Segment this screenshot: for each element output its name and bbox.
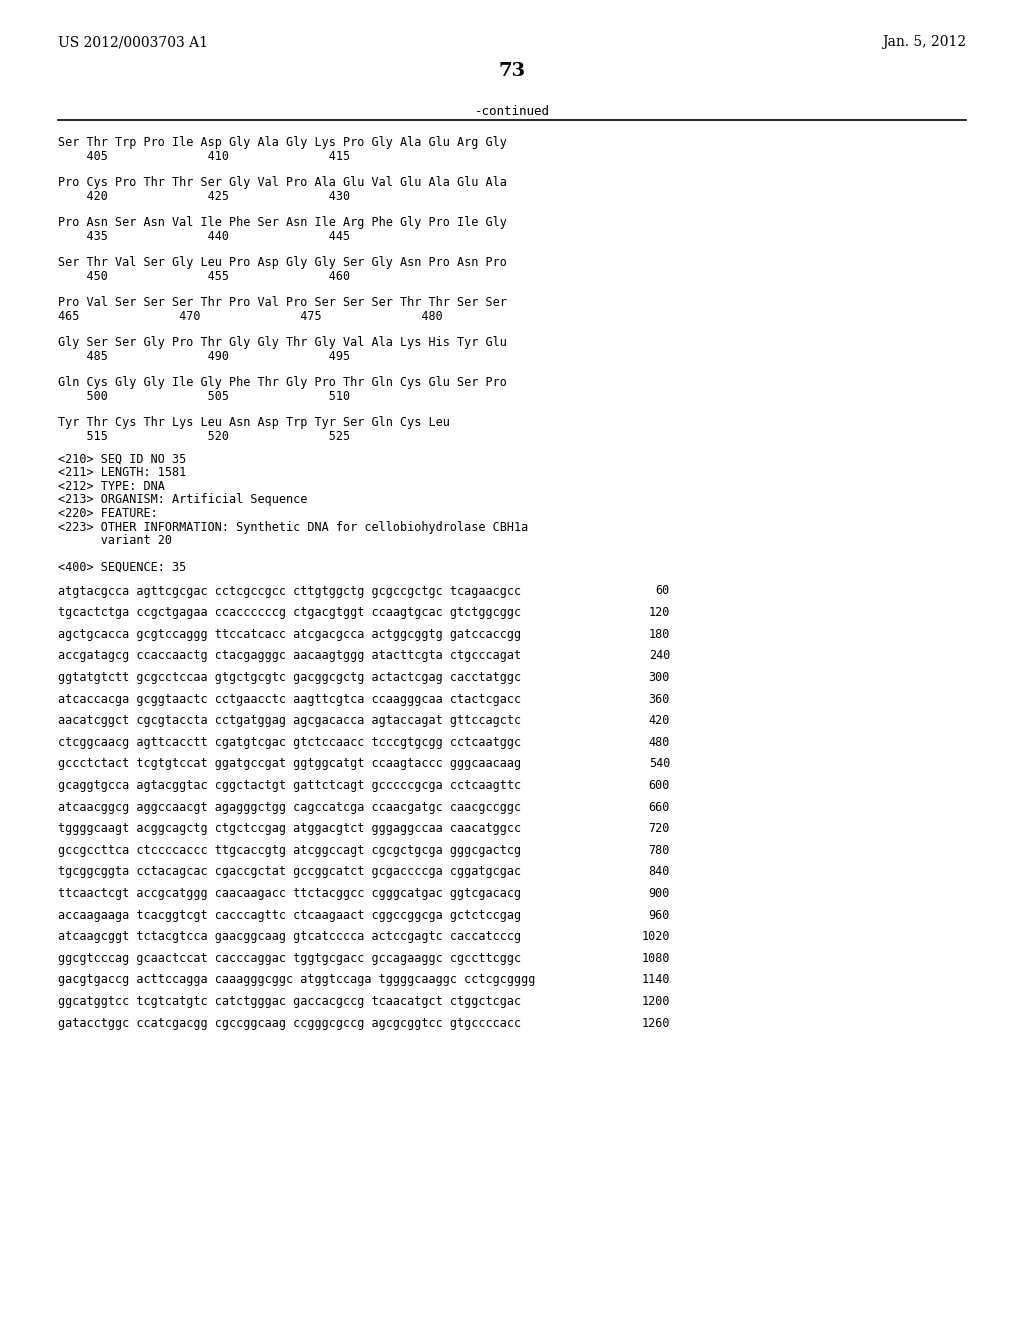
Text: Gly Ser Ser Gly Pro Thr Gly Gly Thr Gly Val Ala Lys His Tyr Glu: Gly Ser Ser Gly Pro Thr Gly Gly Thr Gly … bbox=[58, 337, 507, 348]
Text: 840: 840 bbox=[648, 866, 670, 878]
Text: tgcggcggta cctacagcac cgaccgctat gccggcatct gcgaccccga cggatgcgac: tgcggcggta cctacagcac cgaccgctat gccggca… bbox=[58, 866, 521, 878]
Text: Pro Cys Pro Thr Thr Ser Gly Val Pro Ala Glu Val Glu Ala Glu Ala: Pro Cys Pro Thr Thr Ser Gly Val Pro Ala … bbox=[58, 176, 507, 189]
Text: 180: 180 bbox=[648, 628, 670, 640]
Text: Jan. 5, 2012: Jan. 5, 2012 bbox=[882, 36, 966, 49]
Text: Pro Asn Ser Asn Val Ile Phe Ser Asn Ile Arg Phe Gly Pro Ile Gly: Pro Asn Ser Asn Val Ile Phe Ser Asn Ile … bbox=[58, 216, 507, 228]
Text: gccctctact tcgtgtccat ggatgccgat ggtggcatgt ccaagtaccc gggcaacaag: gccctctact tcgtgtccat ggatgccgat ggtggca… bbox=[58, 758, 521, 771]
Text: gccgccttca ctccccaccc ttgcaccgtg atcggccagt cgcgctgcga gggcgactcg: gccgccttca ctccccaccc ttgcaccgtg atcggcc… bbox=[58, 843, 521, 857]
Text: 360: 360 bbox=[648, 693, 670, 705]
Text: 300: 300 bbox=[648, 671, 670, 684]
Text: 73: 73 bbox=[499, 62, 525, 81]
Text: -continued: -continued bbox=[474, 106, 550, 117]
Text: 435              440              445: 435 440 445 bbox=[58, 230, 350, 243]
Text: <223> OTHER INFORMATION: Synthetic DNA for cellobiohydrolase CBH1a: <223> OTHER INFORMATION: Synthetic DNA f… bbox=[58, 520, 528, 533]
Text: <220> FEATURE:: <220> FEATURE: bbox=[58, 507, 158, 520]
Text: agctgcacca gcgtccaggg ttccatcacc atcgacgcca actggcggtg gatccaccgg: agctgcacca gcgtccaggg ttccatcacc atcgacg… bbox=[58, 628, 521, 640]
Text: <213> ORGANISM: Artificial Sequence: <213> ORGANISM: Artificial Sequence bbox=[58, 494, 307, 507]
Text: 465              470              475              480: 465 470 475 480 bbox=[58, 309, 442, 322]
Text: aacatcggct cgcgtaccta cctgatggag agcgacacca agtaccagat gttccagctc: aacatcggct cgcgtaccta cctgatggag agcgaca… bbox=[58, 714, 521, 727]
Text: 720: 720 bbox=[648, 822, 670, 836]
Text: 960: 960 bbox=[648, 908, 670, 921]
Text: 500              505              510: 500 505 510 bbox=[58, 389, 350, 403]
Text: 900: 900 bbox=[648, 887, 670, 900]
Text: 600: 600 bbox=[648, 779, 670, 792]
Text: ggcgtcccag gcaactccat cacccaggac tggtgcgacc gccagaaggc cgccttcggc: ggcgtcccag gcaactccat cacccaggac tggtgcg… bbox=[58, 952, 521, 965]
Text: 60: 60 bbox=[655, 585, 670, 598]
Text: 405              410              415: 405 410 415 bbox=[58, 149, 350, 162]
Text: ctcggcaacg agttcacctt cgatgtcgac gtctccaacc tcccgtgcgg cctcaatggc: ctcggcaacg agttcacctt cgatgtcgac gtctcca… bbox=[58, 735, 521, 748]
Text: 1260: 1260 bbox=[641, 1016, 670, 1030]
Text: ttcaactcgt accgcatggg caacaagacc ttctacggcc cgggcatgac ggtcgacacg: ttcaactcgt accgcatggg caacaagacc ttctacg… bbox=[58, 887, 521, 900]
Text: US 2012/0003703 A1: US 2012/0003703 A1 bbox=[58, 36, 208, 49]
Text: ggtatgtctt gcgcctccaa gtgctgcgtc gacggcgctg actactcgag cacctatggc: ggtatgtctt gcgcctccaa gtgctgcgtc gacggcg… bbox=[58, 671, 521, 684]
Text: 1020: 1020 bbox=[641, 931, 670, 942]
Text: 240: 240 bbox=[648, 649, 670, 663]
Text: atcaccacga gcggtaactc cctgaacctc aagttcgtca ccaagggcaa ctactcgacc: atcaccacga gcggtaactc cctgaacctc aagttcg… bbox=[58, 693, 521, 705]
Text: 1140: 1140 bbox=[641, 973, 670, 986]
Text: <400> SEQUENCE: 35: <400> SEQUENCE: 35 bbox=[58, 561, 186, 574]
Text: Pro Val Ser Ser Ser Thr Pro Val Pro Ser Ser Ser Thr Thr Ser Ser: Pro Val Ser Ser Ser Thr Pro Val Pro Ser … bbox=[58, 296, 507, 309]
Text: 1200: 1200 bbox=[641, 995, 670, 1008]
Text: accgatagcg ccaccaactg ctacgagggc aacaagtggg atacttcgta ctgcccagat: accgatagcg ccaccaactg ctacgagggc aacaagt… bbox=[58, 649, 521, 663]
Text: 120: 120 bbox=[648, 606, 670, 619]
Text: 420              425              430: 420 425 430 bbox=[58, 190, 350, 202]
Text: 660: 660 bbox=[648, 800, 670, 813]
Text: variant 20: variant 20 bbox=[58, 535, 172, 546]
Text: 540: 540 bbox=[648, 758, 670, 771]
Text: accaagaaga tcacggtcgt cacccagttc ctcaagaact cggccggcga gctctccgag: accaagaaga tcacggtcgt cacccagttc ctcaaga… bbox=[58, 908, 521, 921]
Text: ggcatggtcc tcgtcatgtc catctgggac gaccacgccg tcaacatgct ctggctcgac: ggcatggtcc tcgtcatgtc catctgggac gaccacg… bbox=[58, 995, 521, 1008]
Text: gacgtgaccg acttccagga caaagggcggc atggtccaga tggggcaaggc cctcgcgggg: gacgtgaccg acttccagga caaagggcggc atggtc… bbox=[58, 973, 536, 986]
Text: 420: 420 bbox=[648, 714, 670, 727]
Text: atcaagcggt tctacgtcca gaacggcaag gtcatcccca actccgagtc caccatcccg: atcaagcggt tctacgtcca gaacggcaag gtcatcc… bbox=[58, 931, 521, 942]
Text: Ser Thr Val Ser Gly Leu Pro Asp Gly Gly Ser Gly Asn Pro Asn Pro: Ser Thr Val Ser Gly Leu Pro Asp Gly Gly … bbox=[58, 256, 507, 269]
Text: gatacctggc ccatcgacgg cgccggcaag ccgggcgccg agcgcggtcc gtgccccacc: gatacctggc ccatcgacgg cgccggcaag ccgggcg… bbox=[58, 1016, 521, 1030]
Text: <212> TYPE: DNA: <212> TYPE: DNA bbox=[58, 480, 165, 492]
Text: 485              490              495: 485 490 495 bbox=[58, 350, 350, 363]
Text: <211> LENGTH: 1581: <211> LENGTH: 1581 bbox=[58, 466, 186, 479]
Text: 1080: 1080 bbox=[641, 952, 670, 965]
Text: 480: 480 bbox=[648, 735, 670, 748]
Text: <210> SEQ ID NO 35: <210> SEQ ID NO 35 bbox=[58, 453, 186, 466]
Text: atcaacggcg aggccaacgt agagggctgg cagccatcga ccaacgatgc caacgccggc: atcaacggcg aggccaacgt agagggctgg cagccat… bbox=[58, 800, 521, 813]
Text: tggggcaagt acggcagctg ctgctccgag atggacgtct gggaggccaa caacatggcc: tggggcaagt acggcagctg ctgctccgag atggacg… bbox=[58, 822, 521, 836]
Text: 515              520              525: 515 520 525 bbox=[58, 429, 350, 442]
Text: Tyr Thr Cys Thr Lys Leu Asn Asp Trp Tyr Ser Gln Cys Leu: Tyr Thr Cys Thr Lys Leu Asn Asp Trp Tyr … bbox=[58, 416, 450, 429]
Text: 780: 780 bbox=[648, 843, 670, 857]
Text: Gln Cys Gly Gly Ile Gly Phe Thr Gly Pro Thr Gln Cys Glu Ser Pro: Gln Cys Gly Gly Ile Gly Phe Thr Gly Pro … bbox=[58, 376, 507, 389]
Text: atgtacgcca agttcgcgac cctcgccgcc cttgtggctg gcgccgctgc tcagaacgcc: atgtacgcca agttcgcgac cctcgccgcc cttgtgg… bbox=[58, 585, 521, 598]
Text: Ser Thr Trp Pro Ile Asp Gly Ala Gly Lys Pro Gly Ala Glu Arg Gly: Ser Thr Trp Pro Ile Asp Gly Ala Gly Lys … bbox=[58, 136, 507, 149]
Text: 450              455              460: 450 455 460 bbox=[58, 269, 350, 282]
Text: tgcactctga ccgctgagaa ccaccccccg ctgacgtggt ccaagtgcac gtctggcggc: tgcactctga ccgctgagaa ccaccccccg ctgacgt… bbox=[58, 606, 521, 619]
Text: gcaggtgcca agtacggtac cggctactgt gattctcagt gcccccgcga cctcaagttc: gcaggtgcca agtacggtac cggctactgt gattctc… bbox=[58, 779, 521, 792]
